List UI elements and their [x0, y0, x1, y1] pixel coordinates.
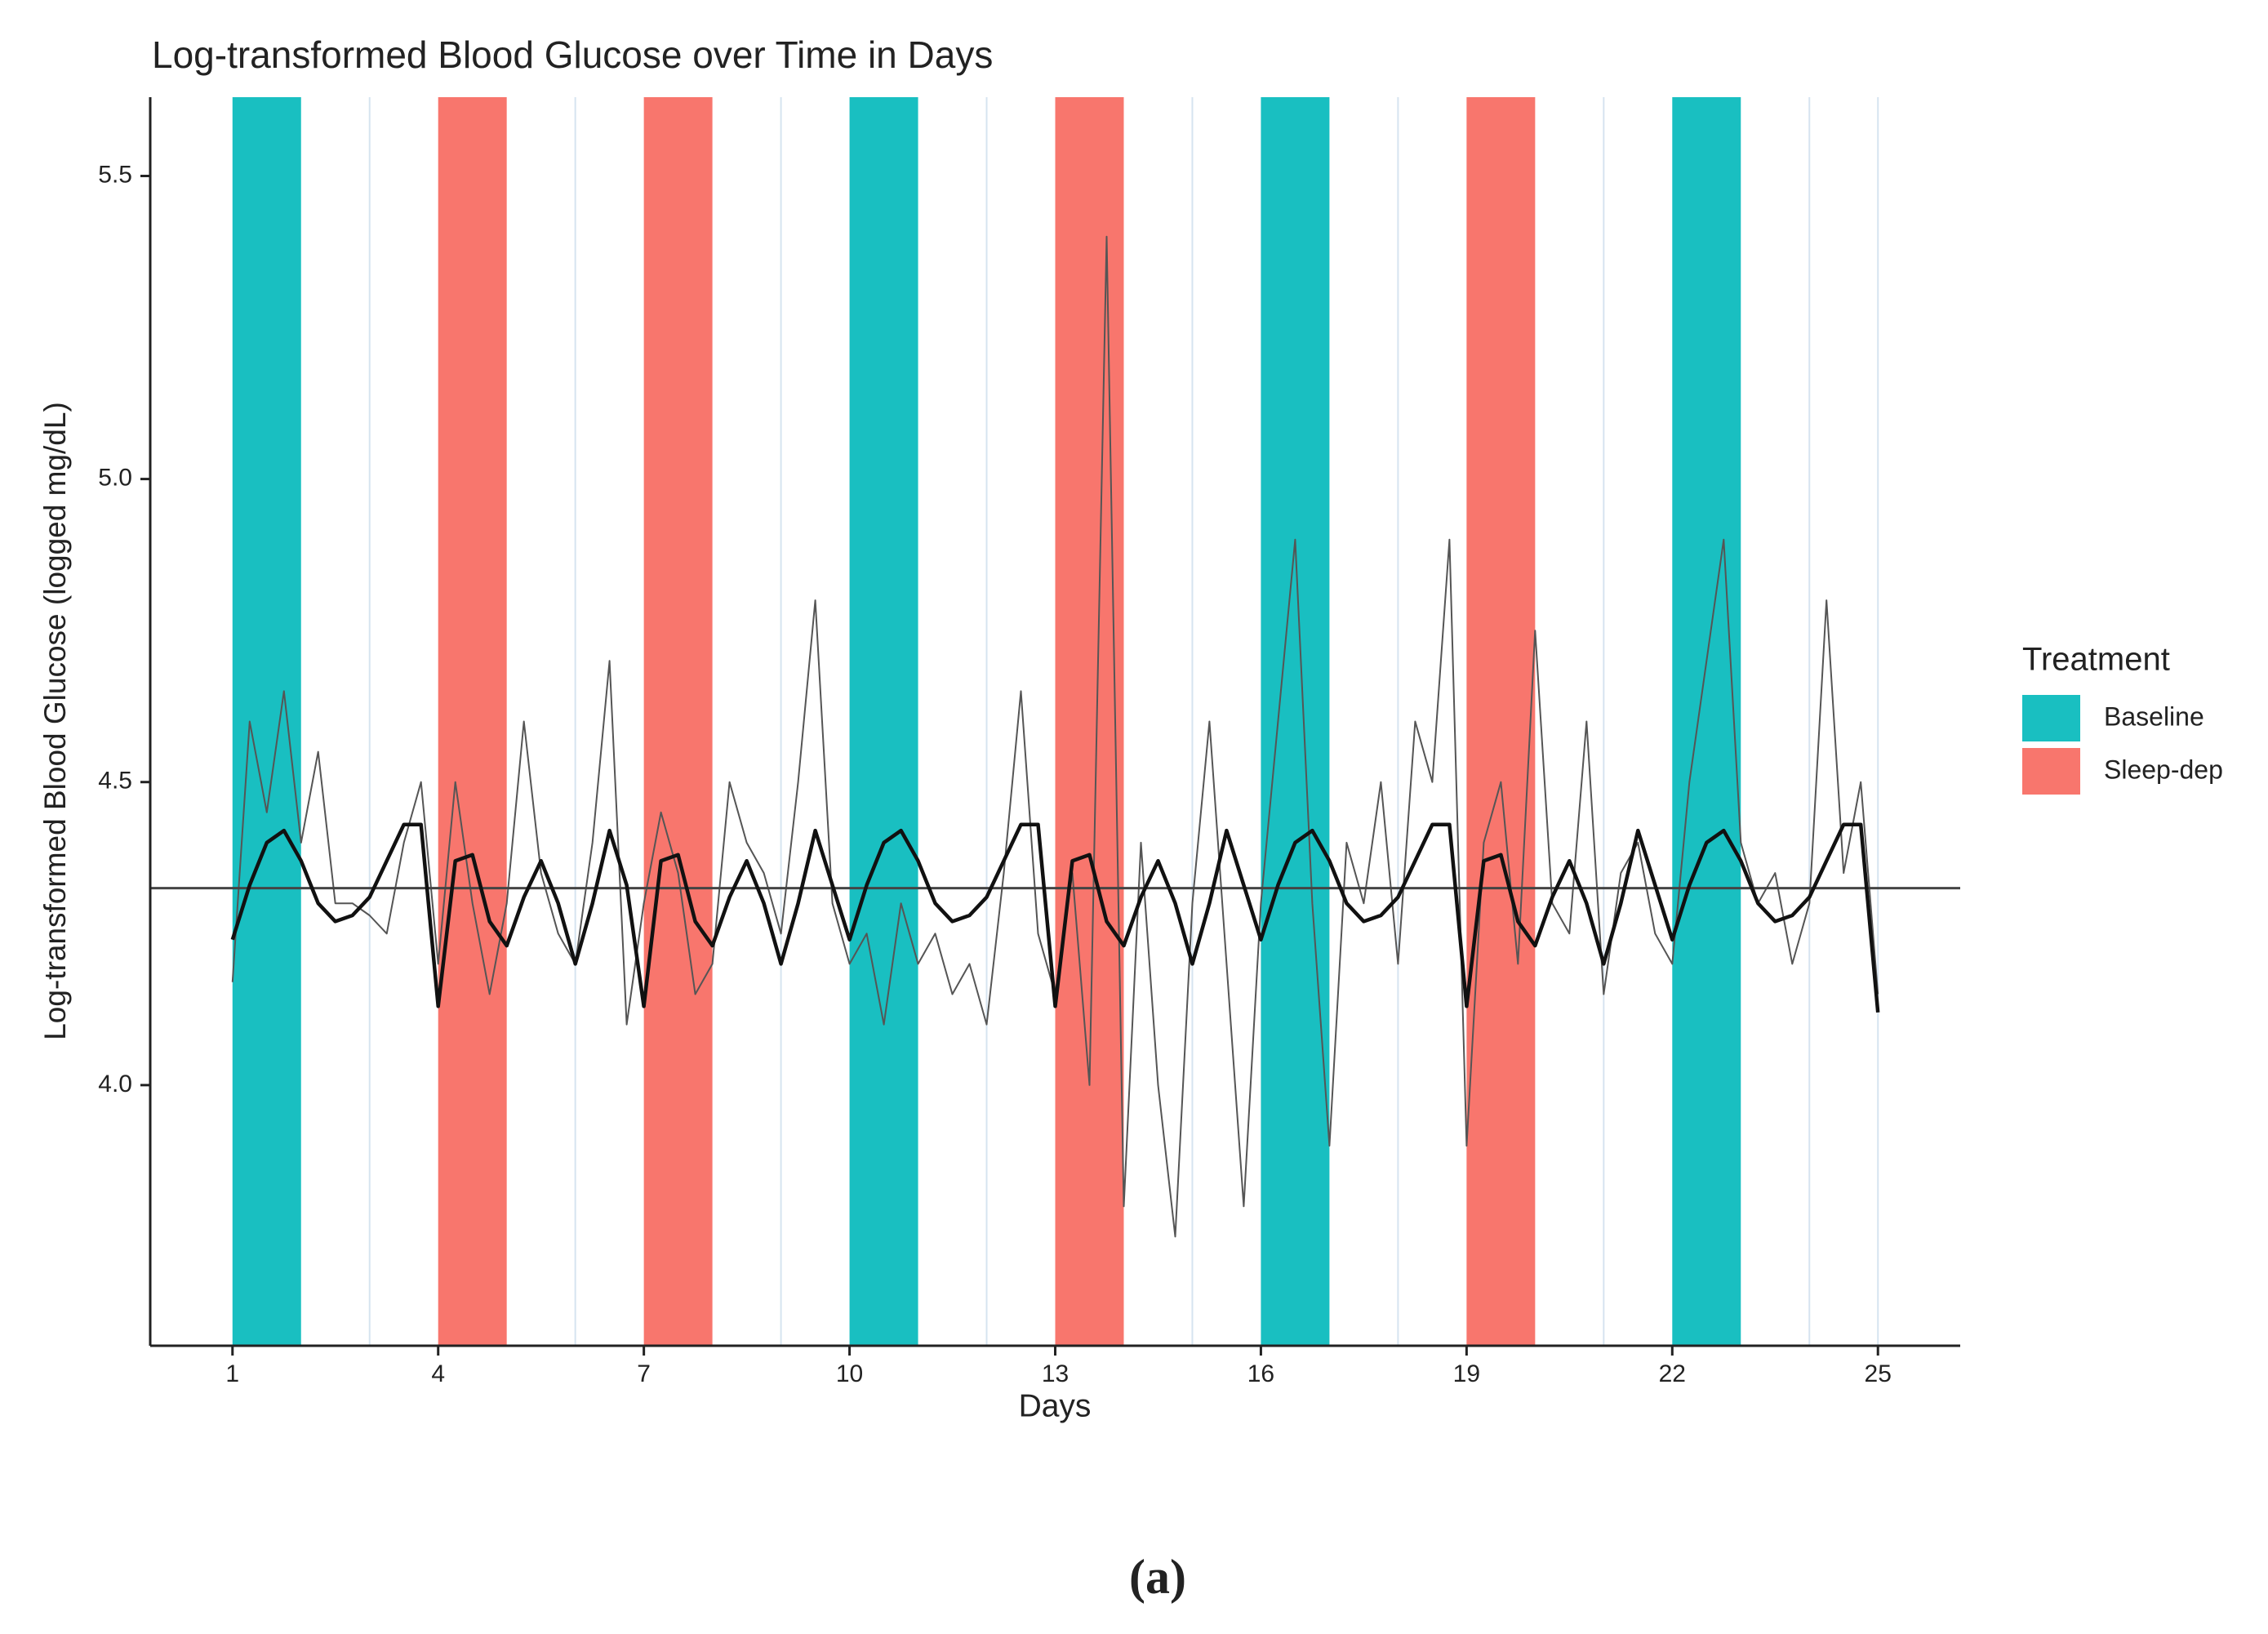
y-tick-label: 4.5 [98, 768, 132, 795]
y-tick-label: 5.0 [98, 465, 132, 492]
treatment-band [849, 97, 918, 1346]
treatment-band [1466, 97, 1536, 1346]
legend-label: Sleep-dep [2104, 755, 2223, 784]
treatment-band [1261, 97, 1330, 1346]
x-tick-label: 25 [1865, 1360, 1892, 1387]
legend-label: Baseline [2104, 701, 2204, 731]
treatment-band [232, 97, 301, 1346]
x-axis-label: Days [1019, 1388, 1092, 1423]
x-tick-label: 4 [431, 1360, 445, 1387]
treatment-band [1055, 97, 1124, 1346]
legend-key [2022, 695, 2080, 741]
legend-key [2022, 748, 2080, 795]
y-axis-label: Log-transformed Blood Glucose (logged mg… [38, 402, 72, 1040]
y-tick-label: 4.0 [98, 1071, 132, 1097]
treatment-band [438, 97, 507, 1346]
trend-line [230, 822, 1880, 1013]
x-tick-label: 16 [1247, 1360, 1274, 1387]
y-tick-label: 5.5 [98, 161, 132, 188]
x-tick-label: 13 [1042, 1360, 1069, 1387]
x-tick-label: 1 [225, 1360, 239, 1387]
legend-title: Treatment [2022, 642, 2170, 678]
x-tick-label: 10 [836, 1360, 863, 1387]
treatment-band [1672, 97, 1741, 1346]
x-tick-label: 19 [1453, 1360, 1480, 1387]
treatment-band [643, 97, 713, 1346]
x-tick-label: 22 [1659, 1360, 1686, 1387]
x-tick-label: 7 [637, 1360, 651, 1387]
chart-title: Log-transformed Blood Glucose over Time … [152, 33, 993, 76]
caption: (a) [1129, 1550, 1186, 1604]
